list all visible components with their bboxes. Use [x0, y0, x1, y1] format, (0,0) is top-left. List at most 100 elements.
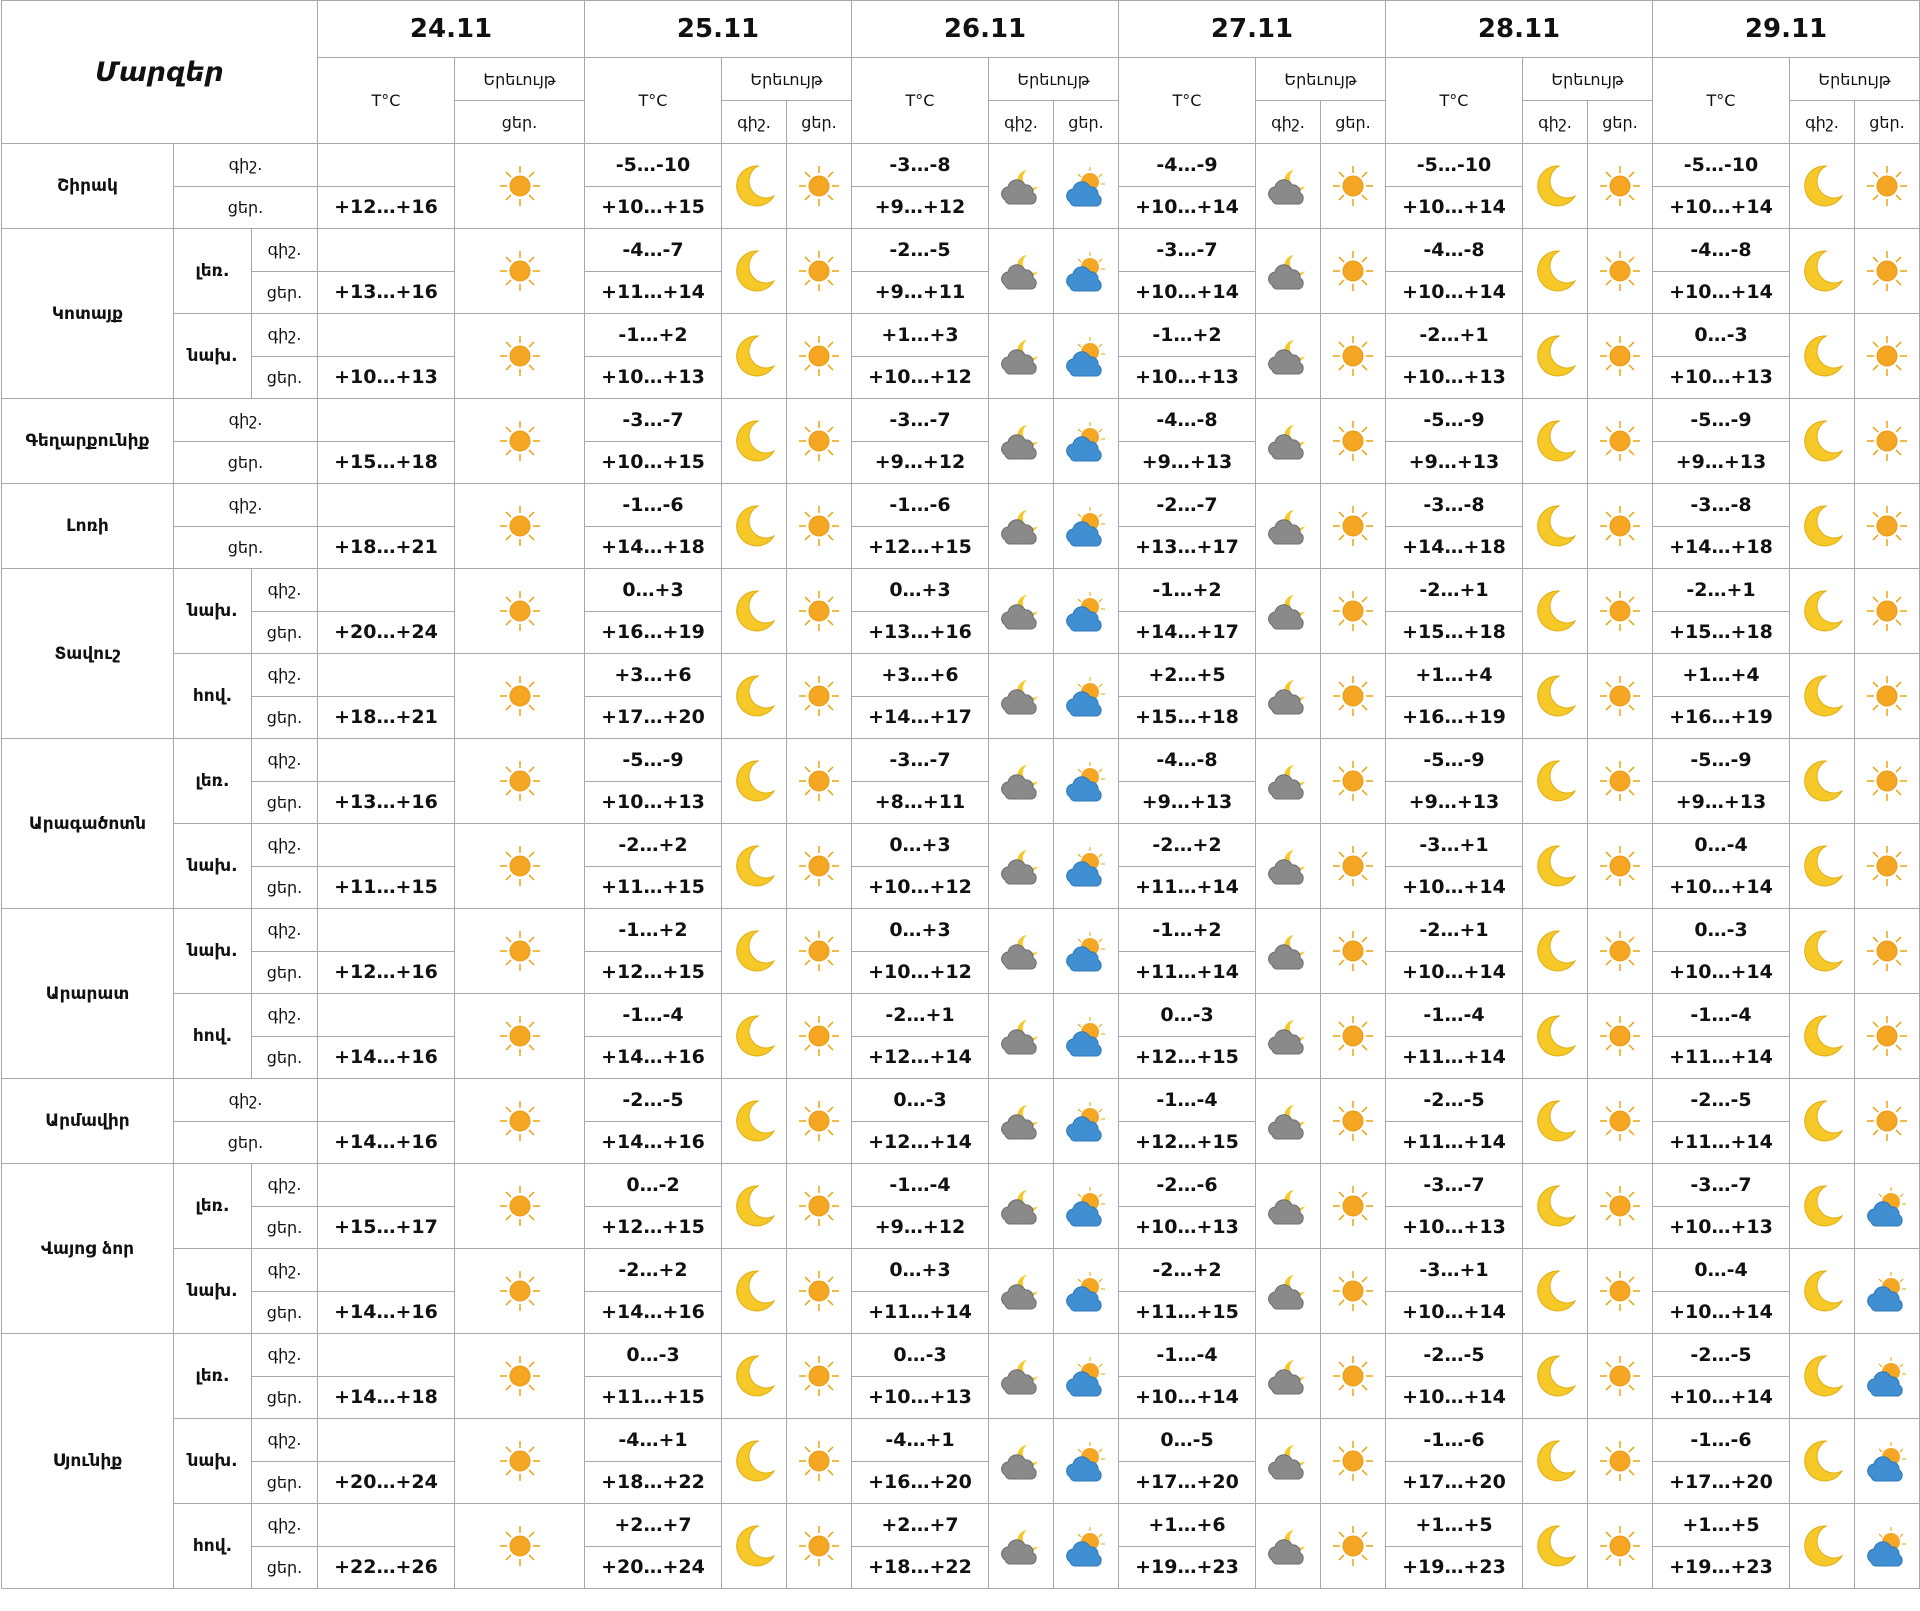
- weather-icon: [1066, 1101, 1106, 1142]
- weather-icon-cell: [988, 1333, 1055, 1419]
- day-row: ցեր. +20…+24 +18…+22 +16…+20 +17…+20 +17…+20 +…: [2, 1460, 1920, 1504]
- night-temp: [317, 143, 456, 187]
- weather-icon: [1332, 1270, 1374, 1312]
- date: 24.11: [317, 0, 586, 58]
- night-temp: [317, 1503, 456, 1547]
- day-temp: +11…+15: [584, 865, 723, 909]
- night-temp: -4…-8: [1118, 398, 1257, 442]
- weather-icon: [1268, 594, 1306, 630]
- weather-icon: [798, 1100, 840, 1142]
- night-label: գիշ.: [721, 100, 788, 144]
- night-temp: -2…+1: [1385, 313, 1524, 357]
- day-temp: +19…+23: [1385, 1545, 1524, 1589]
- weather-icon: [1537, 590, 1576, 632]
- weather-icon: [1867, 1356, 1907, 1397]
- night-temp: -2…-5: [1652, 1078, 1791, 1122]
- day-temp: +16…+20: [851, 1460, 990, 1504]
- weather-icon: [1001, 1359, 1039, 1395]
- weather-icon: [1537, 1100, 1576, 1142]
- night-temp: [317, 653, 456, 697]
- weather-icon-cell: [1255, 1163, 1322, 1249]
- night-temp: -2…+1: [1652, 568, 1791, 612]
- weather-icon: [1866, 1100, 1908, 1142]
- weather-icon: [736, 420, 775, 462]
- day-temp: +10…+14: [1118, 1375, 1257, 1419]
- day-temp: +12…+15: [584, 1205, 723, 1249]
- weather-icon: [498, 1015, 541, 1057]
- weather-icon: [1332, 590, 1374, 632]
- weather-icon: [1866, 590, 1908, 632]
- date: 25.11: [584, 0, 853, 58]
- weather-icon-cell: [1789, 568, 1856, 654]
- night-temp: -1…+2: [584, 908, 723, 952]
- weather-icon: [1332, 165, 1374, 207]
- weather-icon: [1537, 930, 1576, 972]
- weather-icon-cell: [1587, 823, 1654, 909]
- day-row: ցեր. +20…+24 +16…+19 +13…+16 +14…+17 +15…+18 +…: [2, 610, 1920, 654]
- weather-icon: [1537, 760, 1576, 802]
- day-temp: +16…+19: [584, 610, 723, 654]
- weather-icon: [1867, 1186, 1907, 1227]
- day-row: ցեր. +18…+21 +17…+20 +14…+17 +15…+18 +16…+19 +…: [2, 695, 1920, 739]
- weather-icon: [1268, 679, 1306, 715]
- night-temp: -2…+1: [1385, 908, 1524, 952]
- weather-icon-cell: [721, 993, 788, 1079]
- day-label: ցեր.: [250, 865, 319, 909]
- date: 27.11: [1118, 0, 1387, 58]
- day-temp: +17…+20: [1652, 1460, 1791, 1504]
- weather-icon-cell: [721, 143, 788, 229]
- weather-icon: [1066, 1271, 1106, 1312]
- weather-icon-cell: [1789, 1078, 1856, 1164]
- weather-icon-cell: [1320, 1163, 1387, 1249]
- night-temp: -4…+1: [851, 1418, 990, 1462]
- weather-icon: [1268, 1274, 1306, 1310]
- weather-icon-cell: [1587, 1333, 1654, 1419]
- weather-icon: [1268, 1529, 1306, 1565]
- night-temp: -5…-10: [1385, 143, 1524, 187]
- night-label: գիշ.: [172, 483, 319, 527]
- weather-icon-cell: [1587, 1248, 1654, 1334]
- day-temp: +10…+14: [1385, 1290, 1524, 1334]
- weather-icon-cell: [988, 1078, 1055, 1164]
- weather-icon: [498, 590, 541, 632]
- weather-icon-cell: [1789, 313, 1856, 399]
- phenomenon-label: Երեւույթ: [988, 57, 1120, 101]
- weather-icon-cell: [1053, 1503, 1120, 1589]
- night-label: գիշ.: [988, 100, 1055, 144]
- day-temp: +12…+16: [317, 185, 456, 229]
- weather-icon-cell: [1587, 653, 1654, 739]
- region-name: Արարատ: [1, 908, 174, 1079]
- weather-icon-cell: [1255, 1503, 1322, 1589]
- zone-name: լեռ.: [173, 1333, 252, 1419]
- zone-name: նախ.: [173, 1248, 252, 1334]
- day-temp: +15…+18: [317, 440, 456, 484]
- weather-icon: [498, 505, 541, 547]
- weather-icon-cell: [1255, 398, 1322, 484]
- weather-icon: [798, 165, 840, 207]
- weather-icon-cell: [1789, 1333, 1856, 1419]
- day-temp: +11…+14: [851, 1290, 990, 1334]
- weather-icon: [1537, 845, 1576, 887]
- night-label: գիշ.: [250, 738, 319, 782]
- weather-icon: [1537, 250, 1576, 292]
- night-temp: -1…-4: [584, 993, 723, 1037]
- night-temp: -5…-9: [584, 738, 723, 782]
- weather-icon-cell: [1854, 1503, 1920, 1589]
- weather-icon: [1537, 335, 1576, 377]
- weather-icon: [1599, 250, 1641, 292]
- day-temp: +14…+16: [584, 1290, 723, 1334]
- weather-icon-cell: [454, 1163, 586, 1249]
- night-row: Կոտայք լեռ. գիշ. -4…-7 -2…-5 -3…-7 -4…-8 -4…-8: [1, 228, 1920, 399]
- night-temp: 0…-3: [851, 1333, 990, 1377]
- day-temp: +10…+13: [1652, 1205, 1791, 1249]
- weather-icon: [1866, 250, 1908, 292]
- day-temp: +18…+21: [317, 525, 456, 569]
- day-temp: +12…+15: [1118, 1035, 1257, 1079]
- day-row: ցեր. +14…+16 +14…+16 +12…+14 +12…+15 +11…+14 +…: [2, 1035, 1920, 1079]
- night-temp: -2…-5: [1385, 1078, 1524, 1122]
- weather-icon: [1599, 1525, 1641, 1567]
- weather-icon: [1066, 761, 1106, 802]
- night-row: Շիրակ գիշ. -5…-10 -3…-8 -4…-9 -5…-10 -5…-10: [1, 143, 1920, 229]
- night-temp: [317, 1418, 456, 1462]
- weather-icon: [798, 930, 840, 972]
